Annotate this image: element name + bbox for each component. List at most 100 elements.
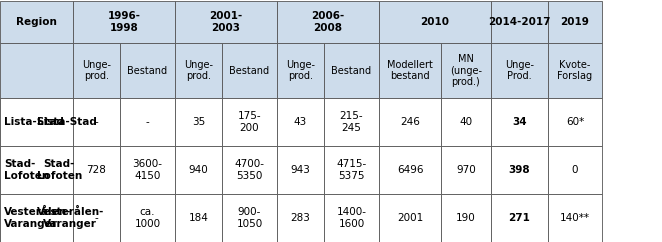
- Text: 3600-
4150: 3600- 4150: [132, 159, 162, 181]
- Bar: [120, 194, 175, 242]
- Bar: [277, 43, 324, 98]
- Text: -: -: [146, 117, 150, 127]
- Bar: [491, 98, 548, 146]
- Text: Lista-Stad: Lista-Stad: [36, 117, 97, 127]
- Bar: [222, 98, 277, 146]
- Bar: [175, 98, 222, 146]
- Bar: [379, 1, 491, 43]
- Text: 215-
245: 215- 245: [340, 111, 363, 133]
- Bar: [73, 1, 175, 43]
- Text: Stad-
Lofoten: Stad- Lofoten: [4, 159, 49, 181]
- Text: Region: Region: [16, 17, 57, 27]
- Bar: [277, 194, 324, 242]
- Bar: [379, 43, 441, 98]
- Text: Unge-
prod.: Unge- prod.: [184, 60, 213, 81]
- Text: -: -: [95, 213, 99, 223]
- Bar: [379, 194, 441, 242]
- Bar: [73, 146, 120, 194]
- Text: 184: 184: [189, 213, 209, 223]
- Bar: [0, 98, 73, 146]
- Bar: [491, 146, 548, 194]
- Text: 2014-2017: 2014-2017: [489, 17, 551, 27]
- Bar: [0, 43, 73, 98]
- Bar: [0, 146, 73, 194]
- Text: 190: 190: [456, 213, 476, 223]
- Bar: [379, 98, 441, 146]
- Text: 0: 0: [572, 165, 578, 175]
- Bar: [548, 146, 602, 194]
- Text: 1996-
1998: 1996- 1998: [107, 11, 140, 33]
- Text: 271: 271: [508, 213, 530, 223]
- Bar: [73, 98, 120, 146]
- Text: MN
(unge-
prod.): MN (unge- prod.): [450, 54, 482, 87]
- Text: 283: 283: [291, 213, 310, 223]
- Text: 1400-
1600: 1400- 1600: [336, 207, 367, 229]
- Bar: [175, 1, 277, 43]
- Bar: [277, 1, 379, 43]
- Text: Vesterålen-
Varanger: Vesterålen- Varanger: [4, 207, 71, 229]
- Bar: [120, 43, 175, 98]
- Bar: [0, 98, 73, 146]
- Text: 900-
1050: 900- 1050: [236, 207, 263, 229]
- Bar: [222, 43, 277, 98]
- Bar: [175, 146, 222, 194]
- Text: Kvote-
Forslag: Kvote- Forslag: [557, 60, 592, 81]
- Bar: [491, 194, 548, 242]
- Text: Vesterålen-
Varanger: Vesterålen- Varanger: [36, 207, 104, 229]
- Bar: [277, 146, 324, 194]
- Bar: [0, 194, 73, 242]
- Bar: [324, 43, 379, 98]
- Text: 6496: 6496: [397, 165, 423, 175]
- Bar: [222, 146, 277, 194]
- Text: 60*: 60*: [566, 117, 584, 127]
- Text: Unge-
prod.: Unge- prod.: [82, 60, 111, 81]
- Bar: [120, 146, 175, 194]
- Text: ca.
1000: ca. 1000: [134, 207, 161, 229]
- Text: Unge-
prod.: Unge- prod.: [286, 60, 315, 81]
- Text: Bestand: Bestand: [332, 66, 371, 76]
- Text: 4715-
5375: 4715- 5375: [336, 159, 367, 181]
- Text: 2010: 2010: [420, 17, 449, 27]
- Bar: [73, 194, 120, 242]
- Text: 2001: 2001: [397, 213, 423, 223]
- Text: 40: 40: [459, 117, 473, 127]
- Text: Unge-
Prod.: Unge- Prod.: [505, 60, 534, 81]
- Text: Lista-Stad: Lista-Stad: [4, 117, 64, 127]
- Text: 34: 34: [512, 117, 527, 127]
- Bar: [0, 194, 73, 242]
- Text: 970: 970: [456, 165, 476, 175]
- Bar: [491, 1, 548, 43]
- Bar: [379, 146, 441, 194]
- Bar: [441, 146, 491, 194]
- Bar: [175, 194, 222, 242]
- Text: 35: 35: [192, 117, 205, 127]
- Bar: [324, 146, 379, 194]
- Text: 43: 43: [294, 117, 307, 127]
- Text: 140**: 140**: [560, 213, 590, 223]
- Text: 943: 943: [291, 165, 310, 175]
- Bar: [441, 98, 491, 146]
- Bar: [548, 43, 602, 98]
- Bar: [324, 98, 379, 146]
- Bar: [175, 43, 222, 98]
- Bar: [222, 194, 277, 242]
- Text: 4700-
5350: 4700- 5350: [234, 159, 265, 181]
- Text: 2001-
2003: 2001- 2003: [209, 11, 243, 33]
- Bar: [73, 43, 120, 98]
- Bar: [0, 146, 73, 194]
- Text: 2019: 2019: [561, 17, 589, 27]
- Bar: [441, 43, 491, 98]
- Bar: [548, 194, 602, 242]
- Text: 2006-
2008: 2006- 2008: [311, 11, 345, 33]
- Text: Bestand: Bestand: [128, 66, 167, 76]
- Text: 246: 246: [400, 117, 420, 127]
- Bar: [548, 98, 602, 146]
- Text: Bestand: Bestand: [230, 66, 269, 76]
- Text: -: -: [95, 117, 99, 127]
- Bar: [120, 98, 175, 146]
- Text: 940: 940: [189, 165, 209, 175]
- Bar: [548, 1, 602, 43]
- Text: Modellert
bestand: Modellert bestand: [387, 60, 433, 81]
- Bar: [0, 1, 73, 43]
- Bar: [491, 43, 548, 98]
